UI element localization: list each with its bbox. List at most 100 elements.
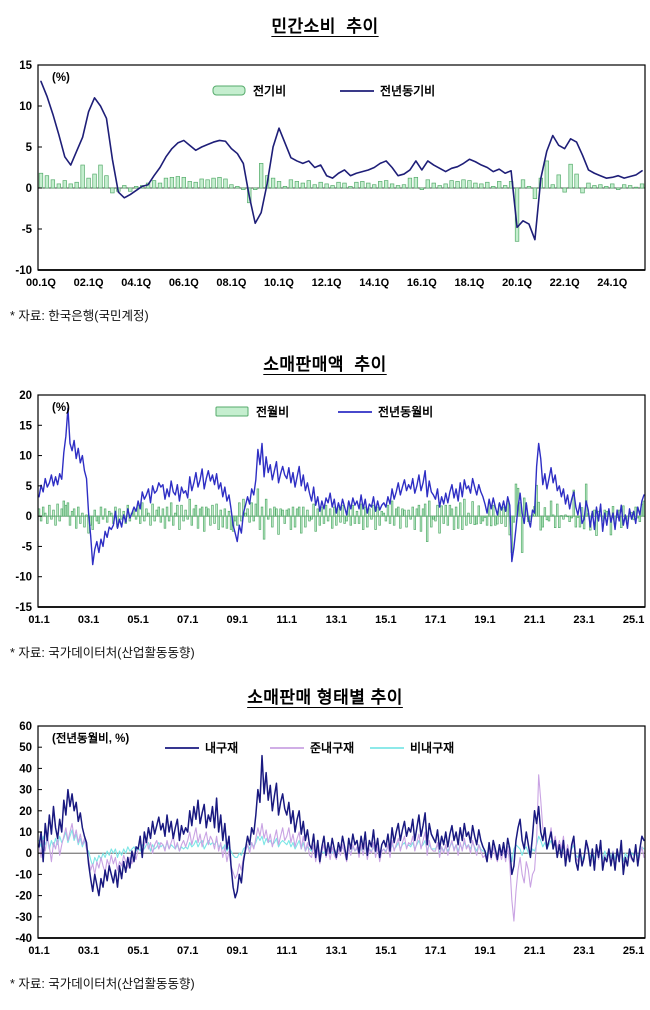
legend: 내구재 준내구재 비내구재 [165,740,454,755]
svg-text:-20: -20 [15,891,32,903]
unit-label: (전년동월비, %) [52,731,129,745]
plot-border [37,725,646,939]
svg-text:0: 0 [26,183,32,195]
chart2-canvas: 20 15 10 5 0 -5 -10 -15 01.1 03.1 05.1 07.1 09.1 11.1… [0,389,650,634]
unit-label: (%) [52,402,70,414]
svg-text:15.1: 15.1 [375,945,396,957]
svg-text:준내구재: 준내구재 [310,740,354,755]
svg-text:25.1: 25.1 [623,945,644,957]
svg-text:60: 60 [19,721,32,733]
svg-text:40: 40 [19,763,32,775]
svg-text:25.1: 25.1 [623,614,644,626]
svg-text:전기비: 전기비 [253,83,286,98]
svg-text:20: 20 [19,390,32,402]
svg-text:-5: -5 [22,224,33,236]
svg-text:01.1: 01.1 [28,614,49,626]
chart3-source-note: * 자료: 국가데이터처(산업활동동향) [10,977,195,991]
chart3-title: 소매판매 형태별 추이 [247,688,403,707]
svg-text:21.1: 21.1 [524,614,545,626]
y-axis-labels: 20 15 10 5 0 -5 -10 -15 [15,390,42,614]
svg-text:05.1: 05.1 [127,945,148,957]
svg-text:0: 0 [26,511,32,523]
legend: 전월비 전년동월비 [215,404,433,419]
svg-text:-10: -10 [15,265,32,277]
svg-text:-15: -15 [15,602,32,614]
svg-text:07.1: 07.1 [177,945,198,957]
svg-text:11.1: 11.1 [276,945,297,957]
svg-text:18.1Q: 18.1Q [454,277,484,289]
y-axis-labels: 15 10 5 0 -5 -10 [15,60,42,277]
svg-text:20.1Q: 20.1Q [502,277,532,289]
svg-text:비내구재: 비내구재 [410,740,454,755]
svg-text:19.1: 19.1 [474,614,495,626]
svg-text:22.1Q: 22.1Q [550,277,580,289]
svg-text:-5: -5 [22,541,33,553]
svg-text:내구재: 내구재 [205,740,238,755]
line-series-전년동기비 [40,80,643,241]
chart2-source-note: * 자료: 국가데이터처(산업활동동향) [10,646,195,660]
svg-text:11.1: 11.1 [276,614,297,626]
svg-text:08.1Q: 08.1Q [216,277,246,289]
line-series-전년동월비 [38,407,645,566]
svg-text:5: 5 [26,142,33,154]
svg-text:10: 10 [19,101,32,113]
svg-text:19.1: 19.1 [474,945,495,957]
svg-text:20: 20 [19,806,32,818]
svg-text:24.1Q: 24.1Q [597,277,627,289]
svg-text:10.1Q: 10.1Q [264,277,294,289]
svg-text:02.1Q: 02.1Q [74,277,104,289]
plot-border [37,64,646,271]
chart2-title: 소매판매액 추이 [263,355,387,374]
svg-text:-30: -30 [15,912,32,924]
svg-text:17.1: 17.1 [425,614,446,626]
svg-text:23.1: 23.1 [573,614,594,626]
svg-text:15: 15 [19,60,32,72]
svg-text:13.1: 13.1 [326,614,347,626]
svg-text:5: 5 [26,481,33,493]
chart3-canvas: 60 50 40 30 20 10 0 -10 -20 -30 -40 01.1 03.1 05.1 07.… [0,720,650,965]
x-axis-labels: 01.1 03.1 05.1 07.1 09.1 11.1 13.1 15.1 17.1 19.1… [28,945,644,957]
svg-text:09.1: 09.1 [227,614,248,626]
svg-text:03.1: 03.1 [78,945,99,957]
chart1-canvas: 15 10 5 0 -5 -10 00.1Q 02.1Q 04.1Q 06.1Q 08.1Q 10.1… [0,59,650,297]
svg-text:00.1Q: 00.1Q [26,277,56,289]
svg-text:10: 10 [19,451,32,463]
svg-text:16.1Q: 16.1Q [407,277,437,289]
svg-text:15.1: 15.1 [375,614,396,626]
svg-text:-40: -40 [15,933,32,945]
svg-text:전월비: 전월비 [256,404,289,419]
svg-text:50: 50 [19,742,32,754]
svg-text:01.1: 01.1 [28,945,49,957]
unit-label: (%) [52,72,70,84]
svg-text:04.1Q: 04.1Q [121,277,151,289]
svg-text:-10: -10 [15,869,32,881]
svg-text:0: 0 [26,848,32,860]
svg-text:전년동월비: 전년동월비 [378,404,433,419]
legend-bar-swatch [215,406,249,417]
svg-text:전년동기비: 전년동기비 [380,83,435,98]
svg-text:14.1Q: 14.1Q [359,277,389,289]
svg-text:15: 15 [19,420,32,432]
svg-text:09.1: 09.1 [227,945,248,957]
svg-text:-10: -10 [15,572,32,584]
svg-text:10: 10 [19,827,32,839]
svg-text:13.1: 13.1 [326,945,347,957]
svg-text:23.1: 23.1 [573,945,594,957]
chart1-source-note: * 자료: 한국은행(국민계정) [10,309,149,323]
x-axis-labels: 01.1 03.1 05.1 07.1 09.1 11.1 13.1 15.1 17.1 19.1… [28,614,644,626]
line-series-내구재 [38,754,645,899]
svg-text:03.1: 03.1 [78,614,99,626]
svg-text:17.1: 17.1 [425,945,446,957]
svg-text:07.1: 07.1 [177,614,198,626]
legend-bar-swatch [212,85,246,96]
chart1-title: 민간소비 추이 [271,17,379,36]
bar-series-전기비 [38,160,645,242]
y-axis-labels: 60 50 40 30 20 10 0 -10 -20 -30 -40 [15,721,42,945]
legend: 전기비 전년동기비 [212,83,435,98]
svg-text:06.1Q: 06.1Q [169,277,199,289]
